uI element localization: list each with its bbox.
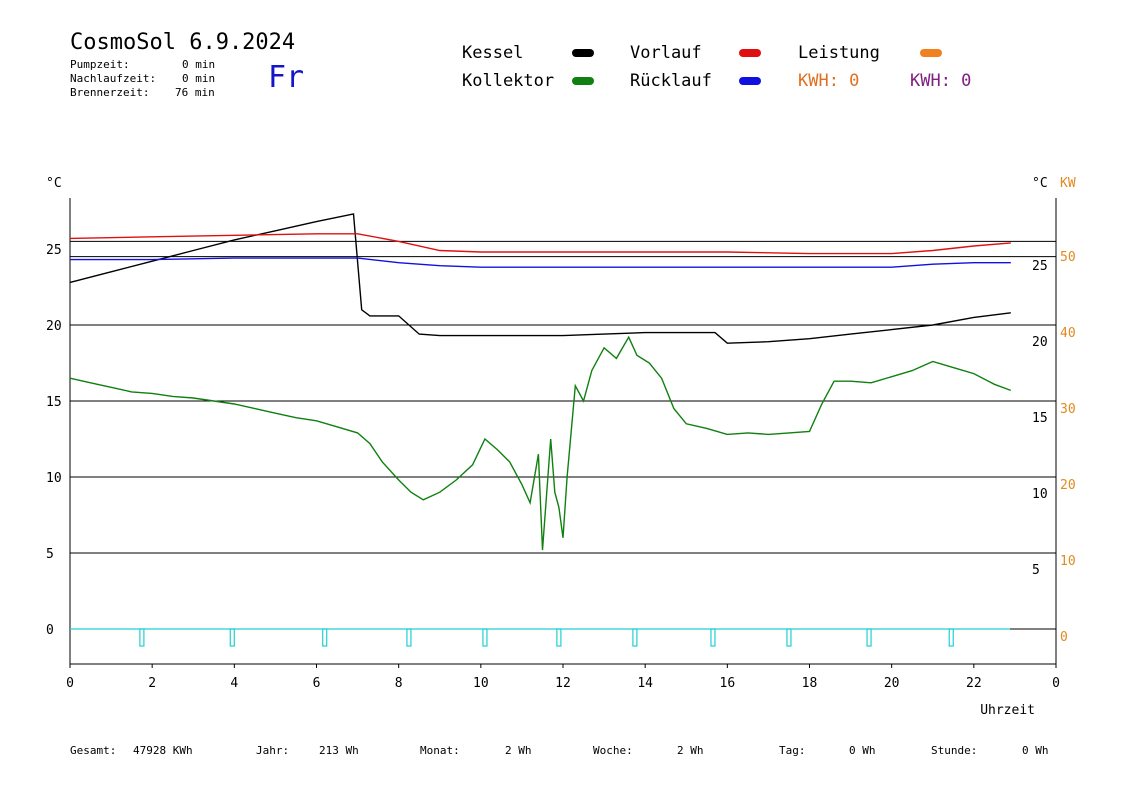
y-tick-right-15: 15 <box>1032 411 1048 426</box>
kwh-boiler-value: KWH: 0 <box>910 71 972 91</box>
kw-tick-40: 40 <box>1060 326 1076 341</box>
pump-pulse-7 <box>710 628 716 647</box>
x-tick-label-3: 6 <box>313 676 321 691</box>
legend-ruecklauf-label: Rücklauf <box>630 71 712 91</box>
legend-vorlauf-label: Vorlauf <box>630 43 702 63</box>
footer-woche-label: Woche: <box>593 744 633 757</box>
pump-pulse-8 <box>786 628 792 647</box>
pump-pulse-5 <box>556 628 562 647</box>
x-tick-label-7: 14 <box>637 676 653 691</box>
weekday-label: Fr <box>268 60 305 95</box>
brenner-time-value: 76 min <box>175 86 215 99</box>
footer-stunde-label: Stunde: <box>931 744 978 757</box>
y-tick-left-25: 25 <box>46 243 62 258</box>
series-line-vorlauf <box>69 233 1011 255</box>
y-tick-left-20: 20 <box>46 319 62 334</box>
kw-tick-50: 50 <box>1060 250 1076 265</box>
x-tick-label-11: 22 <box>966 676 982 691</box>
pump-pulse-9 <box>866 628 872 647</box>
kw-tick-20: 20 <box>1060 478 1076 493</box>
footer-stunde-value: 0 Wh <box>1022 744 1049 757</box>
x-tick-label-8: 16 <box>720 676 736 691</box>
series-line-ruecklauf <box>70 257 1011 268</box>
y-tick-right-20: 20 <box>1032 335 1048 350</box>
legend-vorlauf-swatch <box>739 49 761 57</box>
pump-pulse-3 <box>406 628 412 647</box>
y-tick-left-0: 0 <box>46 623 54 638</box>
footer-monat-value: 2 Wh <box>505 744 532 757</box>
x-tick-label-5: 10 <box>473 676 489 691</box>
app-title: CosmoSol 6.9.2024 <box>70 30 296 55</box>
x-tick-label-6: 12 <box>555 676 571 691</box>
pump-pulse-4 <box>482 628 488 647</box>
legend-leistung-label: Leistung <box>798 43 880 63</box>
kw-tick-30: 30 <box>1060 402 1076 417</box>
y-tick-right-25: 25 <box>1032 259 1048 274</box>
y-unit-left: °C <box>46 176 62 191</box>
footer-jahr-value: 213 Wh <box>319 744 359 757</box>
legend-kessel-label: Kessel <box>462 43 524 63</box>
x-tick-label-9: 18 <box>802 676 818 691</box>
pump-pulse-2 <box>322 628 328 647</box>
footer-woche-value: 2 Wh <box>677 744 704 757</box>
footer-jahr-label: Jahr: <box>256 744 290 757</box>
y-unit-right: °C <box>1032 176 1048 191</box>
brenner-time-label: Brennerzeit: <box>70 86 150 99</box>
pump-time-value: 0 min <box>182 58 216 71</box>
legend-kollektor-swatch <box>572 77 594 85</box>
pump-pulse-6 <box>632 628 638 647</box>
nachlauf-time-value: 0 min <box>182 72 216 85</box>
y-tick-right-5: 5 <box>1032 563 1040 578</box>
y-tick-left-15: 15 <box>46 395 62 410</box>
legend-ruecklauf-swatch <box>739 77 761 85</box>
kwh-solar-value: KWH: 0 <box>798 71 860 91</box>
kw-tick-10: 10 <box>1060 554 1076 569</box>
series-line-kessel <box>69 213 1011 344</box>
y-tick-right-10: 10 <box>1032 487 1048 502</box>
pump-pulse-10 <box>948 628 954 647</box>
legend-leistung-swatch <box>920 49 942 57</box>
pump-pulse-0 <box>139 628 145 647</box>
y-tick-left-5: 5 <box>46 547 54 562</box>
footer-tag-label: Tag: <box>779 744 806 757</box>
nachlauf-time-label: Nachlaufzeit: <box>70 72 157 85</box>
footer-gesamt-label: Gesamt: <box>70 744 117 757</box>
x-axis-label: Uhrzeit <box>980 703 1035 718</box>
x-tick-label-4: 8 <box>395 676 403 691</box>
y-tick-left-10: 10 <box>46 471 62 486</box>
footer-gesamt-value: 47928 KWh <box>133 744 193 757</box>
legend-kollektor-label: Kollektor <box>462 71 555 91</box>
footer-tag-value: 0 Wh <box>849 744 876 757</box>
footer-monat-label: Monat: <box>420 744 460 757</box>
x-tick-label-10: 20 <box>884 676 900 691</box>
x-tick-label-0: 0 <box>66 676 74 691</box>
x-tick-label-12: 0 <box>1052 676 1060 691</box>
x-tick-label-2: 4 <box>230 676 238 691</box>
kw-unit-label: KW <box>1060 176 1076 191</box>
pump-time-label: Pumpzeit: <box>70 58 130 71</box>
x-tick-label-1: 2 <box>148 676 156 691</box>
series-line-kollektor <box>69 335 1012 551</box>
legend-kessel-swatch <box>572 49 594 57</box>
kw-tick-0: 0 <box>1060 630 1068 645</box>
pump-pulse-1 <box>229 628 235 647</box>
